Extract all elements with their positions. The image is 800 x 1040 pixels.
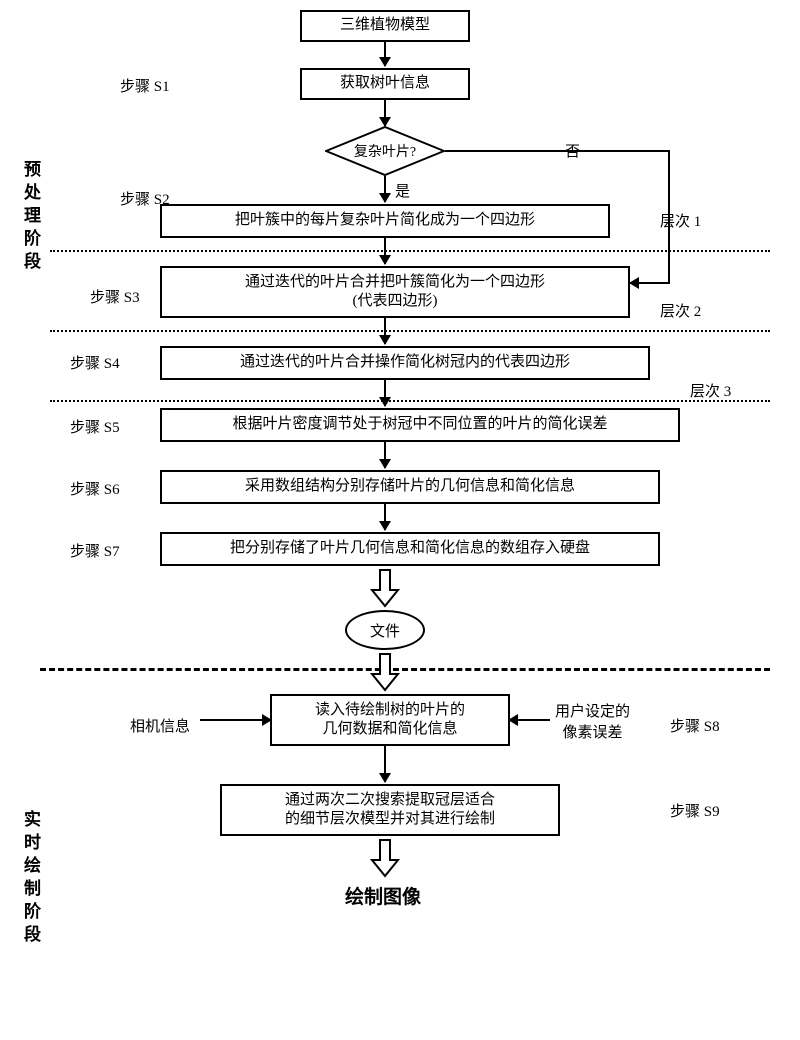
step-s3-box: 通过迭代的叶片合并把叶簇简化为一个四边形 (代表四边形): [160, 266, 630, 318]
line: [445, 150, 670, 152]
s8-right-input-label: 用户设定的 像素误差: [555, 700, 630, 742]
step-s3-label: 步骤 S3: [90, 286, 140, 307]
step-s6-box: 采用数组结构分别存储叶片的几何信息和简化信息: [160, 470, 660, 504]
step-s9-label: 步骤 S9: [670, 800, 720, 821]
decision-text: 复杂叶片?: [325, 126, 445, 176]
step-s7-label: 步骤 S7: [70, 540, 120, 561]
step-s9-box: 通过两次二次搜索提取冠层适合 的细节层次模型并对其进行绘制: [220, 784, 560, 836]
arrow: [384, 442, 386, 468]
divider-dashed: [40, 668, 770, 671]
start-box: 三维植物模型: [300, 10, 470, 42]
arrow: [384, 100, 386, 126]
level-2-label: 层次 2: [660, 300, 701, 321]
step-s2-box: 把叶簇中的每片复杂叶片简化成为一个四边形: [160, 204, 610, 238]
step-s5-box: 根据叶片密度调节处于树冠中不同位置的叶片的简化误差: [160, 408, 680, 442]
arrow: [384, 42, 386, 66]
hollow-arrow-icon: [370, 568, 400, 608]
step-s5-label: 步骤 S5: [70, 416, 120, 437]
step-s1-label: 步骤 S1: [120, 75, 170, 96]
step-s4-label: 步骤 S4: [70, 352, 120, 373]
level-3-label: 层次 3: [690, 380, 731, 401]
arrow: [630, 282, 670, 284]
line: [200, 719, 270, 721]
step-s8-box: 读入待绘制树的叶片的 几何数据和简化信息: [270, 694, 510, 746]
arrowhead-left-icon: [508, 714, 518, 726]
s8-left-input-label: 相机信息: [130, 715, 190, 736]
divider-dotted: [50, 400, 770, 402]
arrow: [384, 504, 386, 530]
step-s7-box: 把分别存储了叶片几何信息和简化信息的数组存入硬盘: [160, 532, 660, 566]
arrow: [384, 176, 386, 202]
divider-dotted: [50, 250, 770, 252]
step-s8-label: 步骤 S8: [670, 715, 720, 736]
hollow-arrow-icon: [370, 652, 400, 692]
file-ellipse: 文件: [345, 610, 425, 650]
end-label: 绘制图像: [345, 882, 421, 909]
phase-realtime-label: 实时绘制阶段: [18, 810, 43, 948]
phase-preprocess-label: 预处理阶段: [18, 160, 43, 275]
decision-diamond: 复杂叶片?: [325, 126, 445, 176]
level-1-label: 层次 1: [660, 210, 701, 231]
step-s6-label: 步骤 S6: [70, 478, 120, 499]
arrow: [384, 746, 386, 782]
step-s4-box: 通过迭代的叶片合并操作简化树冠内的代表四边形: [160, 346, 650, 380]
step-s1-box: 获取树叶信息: [300, 68, 470, 100]
hollow-arrow-icon: [370, 838, 400, 878]
arrowhead-right-icon: [262, 714, 272, 726]
decision-yes: 是: [395, 180, 410, 201]
divider-dotted: [50, 330, 770, 332]
arrow: [384, 380, 386, 406]
